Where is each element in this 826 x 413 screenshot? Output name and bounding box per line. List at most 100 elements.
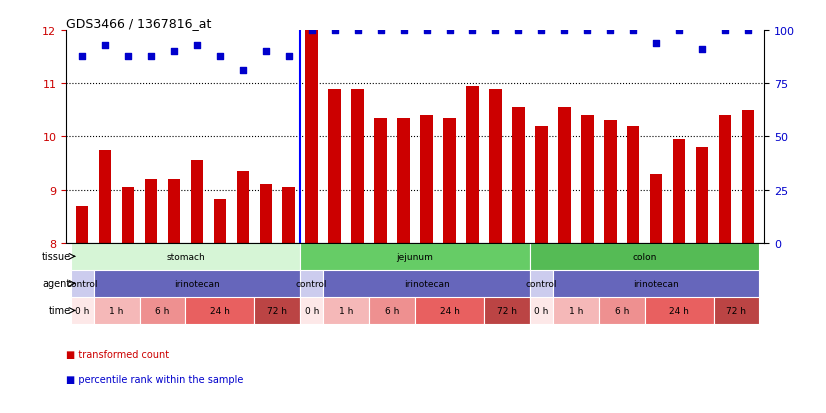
Point [581, 28, 594, 34]
Point [512, 28, 525, 34]
Text: 0 h: 0 h [75, 306, 89, 315]
Text: 24 h: 24 h [210, 306, 230, 315]
Point [259, 49, 273, 55]
Point [397, 28, 411, 34]
Bar [719, 116, 731, 243]
Text: 72 h: 72 h [497, 306, 517, 315]
Bar [374, 119, 387, 243]
Text: 1 h: 1 h [339, 306, 354, 315]
Bar [282, 188, 295, 243]
Bar [301, 243, 529, 270]
Bar [191, 161, 203, 243]
Bar [259, 185, 272, 243]
Text: control: control [525, 279, 557, 288]
Point [466, 28, 479, 34]
Text: control: control [296, 279, 327, 288]
Text: ■ percentile rank within the sample: ■ percentile rank within the sample [66, 374, 244, 384]
Bar [397, 119, 410, 243]
Point [719, 28, 732, 34]
Point [236, 68, 249, 75]
Bar [99, 150, 112, 243]
Bar [553, 297, 599, 324]
Text: GDS3466 / 1367816_at: GDS3466 / 1367816_at [66, 17, 211, 30]
Text: 1 h: 1 h [109, 306, 124, 315]
Bar [121, 188, 135, 243]
Bar [168, 180, 180, 243]
Point [190, 43, 203, 49]
Bar [627, 126, 639, 243]
Bar [71, 243, 301, 270]
Bar [581, 116, 594, 243]
Point [374, 28, 387, 34]
Text: 24 h: 24 h [669, 306, 689, 315]
Point [328, 28, 341, 34]
Bar [306, 31, 318, 243]
Bar [76, 206, 88, 243]
Bar [301, 297, 323, 324]
Bar [466, 87, 479, 243]
Point [420, 28, 433, 34]
Bar [484, 297, 529, 324]
Bar [489, 89, 501, 243]
Point [75, 53, 88, 60]
Text: irinotecan: irinotecan [404, 279, 449, 288]
Bar [529, 243, 759, 270]
Bar [535, 126, 548, 243]
Point [121, 53, 135, 60]
Text: irinotecan: irinotecan [634, 279, 679, 288]
Point [742, 28, 755, 34]
Bar [553, 270, 759, 297]
Bar [214, 199, 226, 243]
Bar [323, 270, 529, 297]
Point [305, 28, 318, 34]
Bar [650, 174, 662, 243]
Text: 6 h: 6 h [385, 306, 399, 315]
Bar [145, 180, 157, 243]
Bar [93, 297, 140, 324]
Bar [714, 297, 759, 324]
Text: stomach: stomach [166, 252, 205, 261]
Text: jejunum: jejunum [396, 252, 434, 261]
Point [489, 28, 502, 34]
Point [558, 28, 571, 34]
Bar [673, 140, 686, 243]
Point [351, 28, 364, 34]
Bar [512, 108, 525, 243]
Text: 72 h: 72 h [727, 306, 747, 315]
Bar [529, 297, 553, 324]
Bar [695, 148, 709, 243]
Text: control: control [66, 279, 98, 288]
Text: irinotecan: irinotecan [174, 279, 220, 288]
Bar [604, 121, 616, 243]
Bar [369, 297, 415, 324]
Point [443, 28, 456, 34]
Point [649, 40, 662, 47]
Text: 6 h: 6 h [615, 306, 629, 315]
Bar [742, 111, 754, 243]
Bar [351, 89, 364, 243]
Text: ■ transformed count: ■ transformed count [66, 349, 169, 359]
Text: 0 h: 0 h [305, 306, 319, 315]
Bar [420, 116, 433, 243]
Point [168, 49, 181, 55]
Point [672, 28, 686, 34]
Bar [140, 297, 186, 324]
Bar [415, 297, 484, 324]
Text: 1 h: 1 h [568, 306, 583, 315]
Bar [71, 270, 93, 297]
Bar [644, 297, 714, 324]
Bar [93, 270, 301, 297]
Point [98, 43, 112, 49]
Bar [323, 297, 369, 324]
Bar [329, 89, 341, 243]
Bar [599, 297, 644, 324]
Text: 24 h: 24 h [439, 306, 459, 315]
Text: 0 h: 0 h [534, 306, 548, 315]
Text: 6 h: 6 h [155, 306, 169, 315]
Bar [254, 297, 301, 324]
Point [145, 53, 158, 60]
Bar [444, 119, 456, 243]
Point [213, 53, 226, 60]
Text: colon: colon [633, 252, 657, 261]
Text: 72 h: 72 h [268, 306, 287, 315]
